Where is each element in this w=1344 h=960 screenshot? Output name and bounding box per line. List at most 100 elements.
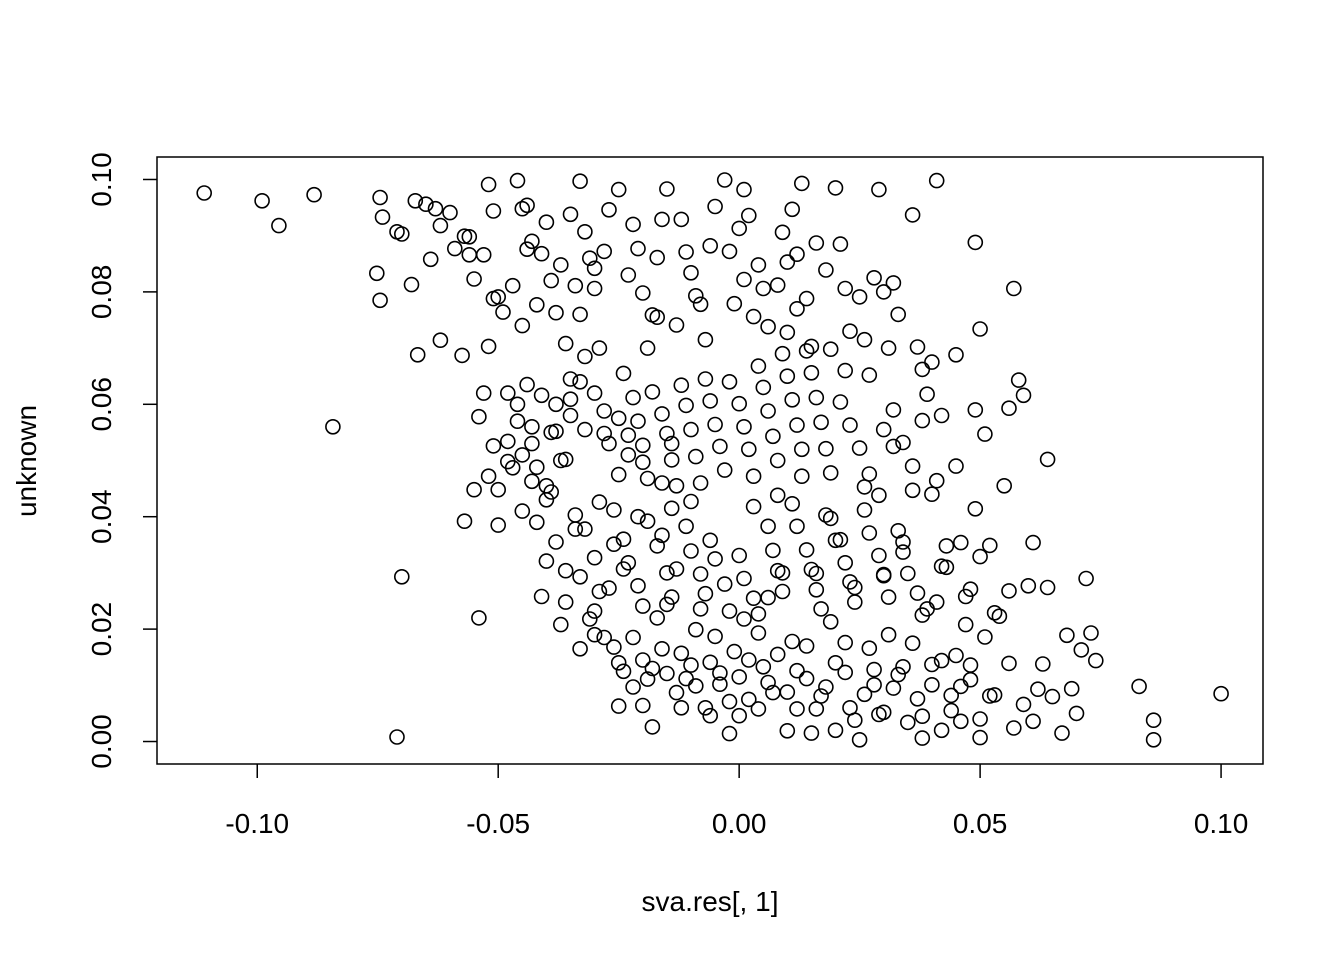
- data-point: [606, 536, 622, 553]
- data-point: [538, 214, 555, 230]
- data-point: [909, 585, 926, 601]
- data-point: [1088, 652, 1104, 669]
- data-point: [528, 514, 545, 531]
- data-point: [557, 594, 574, 610]
- y-tick-label: 0.02: [86, 602, 117, 657]
- data-point: [808, 581, 825, 598]
- data-point: [827, 654, 844, 671]
- data-point: [924, 676, 940, 693]
- data-point: [736, 611, 752, 627]
- data-point: [634, 437, 651, 454]
- data-point: [904, 482, 921, 499]
- data-point: [813, 601, 829, 617]
- data-point: [924, 354, 940, 370]
- data-point: [673, 699, 690, 716]
- data-point: [596, 425, 613, 442]
- data-point: [504, 277, 521, 294]
- data-point: [1039, 579, 1056, 596]
- data-point: [740, 652, 757, 668]
- data-point: [601, 580, 617, 596]
- data-point: [919, 386, 935, 403]
- data-point: [687, 621, 704, 638]
- data-point: [552, 616, 569, 633]
- data-point: [895, 434, 911, 451]
- data-point: [471, 610, 487, 626]
- data-point: [760, 674, 776, 691]
- data-point: [750, 257, 767, 273]
- data-point: [789, 662, 805, 679]
- data-point: [972, 321, 988, 337]
- data-point: [1059, 627, 1075, 644]
- data-point: [981, 537, 998, 554]
- data-point: [639, 671, 656, 687]
- data-point: [687, 287, 704, 304]
- data-point: [697, 331, 714, 348]
- data-point: [678, 244, 694, 260]
- data-point: [697, 371, 714, 387]
- data-point: [755, 280, 772, 297]
- data-point: [895, 544, 911, 560]
- data-point: [254, 193, 270, 209]
- data-point: [851, 289, 868, 305]
- data-point: [610, 698, 627, 714]
- data-point: [972, 711, 988, 727]
- data-point: [779, 684, 796, 700]
- data-point: [1073, 642, 1090, 658]
- data-point: [716, 462, 733, 478]
- data-point: [446, 240, 463, 257]
- data-point: [818, 679, 834, 695]
- data-point: [466, 481, 482, 498]
- data-point: [1054, 725, 1070, 741]
- data-point: [856, 479, 873, 495]
- data-point: [707, 416, 723, 433]
- data-point: [871, 487, 887, 504]
- data-point: [736, 271, 752, 288]
- data-point: [432, 217, 449, 234]
- data-point: [702, 654, 719, 671]
- data-point: [630, 240, 646, 257]
- data-point: [393, 568, 410, 585]
- data-point: [731, 707, 748, 724]
- data-point: [837, 634, 854, 651]
- data-point: [1131, 678, 1147, 695]
- data-point: [572, 306, 588, 323]
- data-point: [692, 296, 709, 313]
- data-point: [837, 554, 854, 571]
- data-point: [726, 643, 743, 660]
- data-point: [1005, 720, 1022, 736]
- data-point: [760, 403, 776, 419]
- data-point: [726, 295, 743, 312]
- data-point: [943, 687, 960, 704]
- data-point: [784, 633, 801, 650]
- data-point: [740, 691, 757, 708]
- data-point: [716, 576, 733, 592]
- data-point: [808, 235, 825, 251]
- data-point: [721, 693, 738, 710]
- data-point: [798, 542, 815, 558]
- data-point: [461, 229, 478, 245]
- data-point: [890, 666, 907, 683]
- data-point: [659, 565, 675, 581]
- data-point: [750, 606, 767, 622]
- data-point: [866, 269, 882, 286]
- data-point: [432, 332, 449, 349]
- data-point: [1044, 688, 1061, 705]
- data-point: [861, 367, 878, 383]
- data-point: [456, 513, 473, 530]
- data-point: [745, 468, 762, 485]
- data-point: [745, 308, 762, 325]
- data-point: [866, 676, 882, 693]
- data-point: [861, 640, 878, 657]
- data-point: [615, 531, 632, 548]
- data-point: [673, 645, 690, 662]
- data-point: [721, 373, 738, 390]
- data-point: [798, 670, 815, 687]
- data-point: [948, 647, 964, 664]
- data-point: [769, 277, 786, 293]
- data-point: [707, 628, 723, 645]
- data-point: [851, 731, 868, 748]
- data-point: [606, 502, 622, 518]
- data-point: [948, 458, 964, 474]
- data-point: [712, 665, 728, 681]
- data-point: [904, 635, 921, 652]
